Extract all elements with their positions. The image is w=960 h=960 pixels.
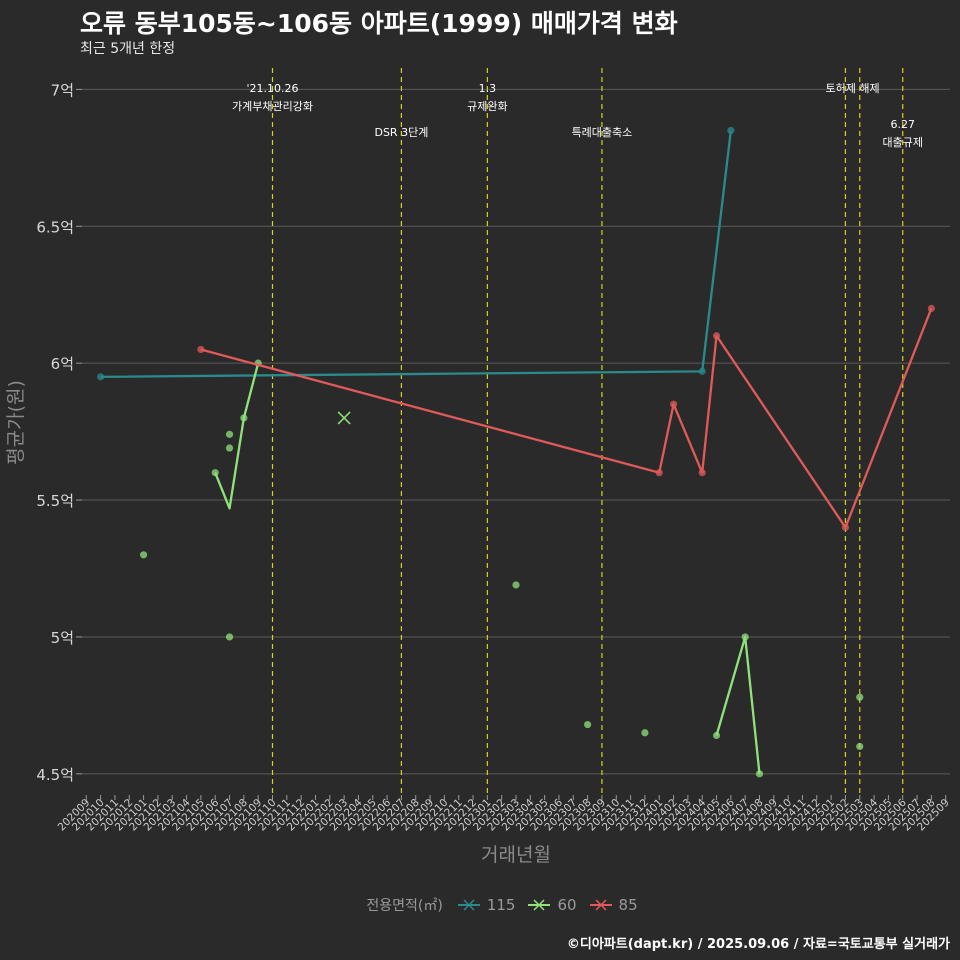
event-label: 6.27 <box>890 118 915 131</box>
series-line-115 <box>100 130 732 379</box>
chart-subtitle: 최근 5개년 한정 <box>80 41 176 57</box>
data-point-115 <box>698 367 706 375</box>
event-label: 토허제 해제 <box>826 81 880 95</box>
legend-label-115: 115 <box>486 896 516 914</box>
legend-item-60: 60 <box>527 896 577 914</box>
source-caption: ©디아파트(dapt.kr) / 2025.09.06 / 자료=국토교통부 실… <box>566 937 950 952</box>
series-line-60 <box>715 635 761 774</box>
event-label: 규제완화 <box>467 100 507 113</box>
data-point-60 <box>641 729 649 737</box>
legend-key-85-icon <box>589 899 612 911</box>
y-tick-label: 5.5억 <box>36 492 74 510</box>
data-point-60 <box>225 430 234 438</box>
data-point-85 <box>927 304 935 313</box>
cross-marker-60 <box>337 411 351 425</box>
data-point-60 <box>712 731 721 740</box>
data-point-115 <box>97 373 105 381</box>
y-tick-label: 6억 <box>51 355 74 373</box>
data-point-60 <box>512 581 520 589</box>
series-layer <box>97 126 935 778</box>
data-point-60 <box>856 742 864 751</box>
data-point-85 <box>197 345 205 354</box>
legend-title: 전용면적(㎡) <box>366 898 443 914</box>
event-label: '21.10.26 <box>246 82 298 95</box>
event-label: 1.3 <box>479 82 497 95</box>
data-point-60 <box>755 770 764 778</box>
legend-key-115-icon <box>457 899 480 911</box>
legend-label-85: 85 <box>618 896 638 914</box>
legend-key-60-icon <box>528 899 551 911</box>
legend-item-85: 85 <box>589 896 638 914</box>
series-line-85 <box>200 307 933 529</box>
y-tick-label: 4.5억 <box>36 766 74 784</box>
x-axis-title: 거래년월 <box>481 844 551 866</box>
data-point-85 <box>841 523 850 532</box>
event-label: 특례대출축소 <box>572 126 633 139</box>
grid-layer <box>82 88 950 775</box>
data-point-60 <box>856 693 864 701</box>
y-tick-label: 6.5억 <box>36 218 74 236</box>
data-point-85 <box>698 469 706 477</box>
event-label: 가계부채관리강화 <box>232 100 313 113</box>
data-point-60 <box>211 469 219 477</box>
legend-label-60: 60 <box>557 896 577 914</box>
data-point-60 <box>139 551 148 559</box>
data-point-115 <box>727 126 735 135</box>
legend: 전용면적(㎡) 115 60 85 <box>0 895 960 915</box>
data-point-60 <box>225 444 234 452</box>
data-point-85 <box>655 469 663 477</box>
data-point-85 <box>712 332 721 340</box>
chart-title: 오류 동부105동~106동 아파트(1999) 매매가격 변화 <box>80 9 678 38</box>
event-label: DSR 3단계 <box>374 126 428 139</box>
y-tick-label: 7억 <box>51 81 74 99</box>
data-point-60 <box>584 720 592 729</box>
event-label: 대출규제 <box>882 136 922 149</box>
y-tick-label: 5억 <box>51 629 74 647</box>
data-point-60 <box>741 633 749 641</box>
data-point-60 <box>225 633 234 641</box>
series-line-60 <box>214 362 260 510</box>
data-point-60 <box>240 414 248 422</box>
data-point-85 <box>669 400 678 408</box>
y-axis-title: 평균가(원) <box>5 380 27 465</box>
legend-item-115: 115 <box>457 896 516 914</box>
